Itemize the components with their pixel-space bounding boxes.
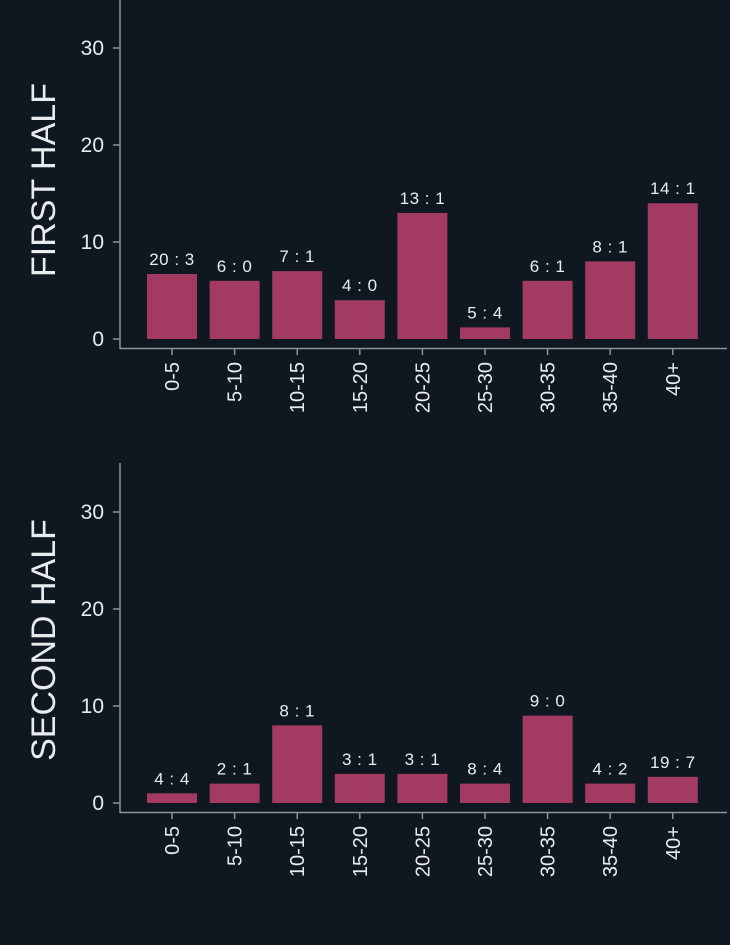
data-label-second-half-10-15: 8 : 1 xyxy=(279,701,315,720)
data-label-second-half-5-10: 2 : 1 xyxy=(217,760,253,779)
x-tick-label-first-half-35-40: 35-40 xyxy=(600,362,622,413)
y-tick-label-first-half: 0 xyxy=(92,328,104,351)
bar-first-half-40+ xyxy=(647,203,698,339)
data-label-first-half-20-25: 13 : 1 xyxy=(400,189,446,208)
x-tick-label-second-half-0-5: 0-5 xyxy=(162,826,184,855)
data-label-first-half-40+: 14 : 1 xyxy=(650,179,696,198)
y-tick-label-second-half: 30 xyxy=(81,501,104,524)
data-label-first-half-5-10: 6 : 0 xyxy=(217,257,253,276)
data-label-first-half-35-40: 8 : 1 xyxy=(592,237,628,256)
data-label-first-half-25-30: 5 : 4 xyxy=(467,303,503,322)
data-label-first-half-10-15: 7 : 1 xyxy=(279,247,315,266)
plot-area-first-half: 0 10 20 30 20 : 3 0-5 6 : 0 5-10 7 : 1 10-15 4 : 0… xyxy=(81,37,698,413)
bar-first-half-35-40 xyxy=(585,261,636,339)
bar-second-half-25-30 xyxy=(460,783,510,803)
bar-second-half-15-20 xyxy=(334,773,385,803)
bar-first-half-30-35 xyxy=(522,280,573,339)
bar-second-half-35-40 xyxy=(585,783,636,803)
plot-area-second-half: 0 10 20 30 4 : 4 0-5 2 : 1 5-10 8 : 1 10-15 3 : 1 1… xyxy=(81,501,698,877)
x-tick-label-first-half-15-20: 15-20 xyxy=(350,362,372,413)
data-label-second-half-15-20: 3 : 1 xyxy=(342,750,378,769)
x-tick-label-first-half-0-5: 0-5 xyxy=(162,362,184,391)
x-tick-label-second-half-20-25: 20-25 xyxy=(412,826,434,877)
bar-first-half-20-25 xyxy=(397,212,448,339)
x-tick-label-first-half-40+: 40+ xyxy=(663,362,685,396)
data-label-second-half-30-35: 9 : 0 xyxy=(530,692,566,711)
x-tick-label-first-half-30-35: 30-35 xyxy=(538,362,560,413)
y-tick-label-first-half: 10 xyxy=(81,231,104,254)
bar-first-half-25-30 xyxy=(460,327,510,339)
x-tick-label-second-half-15-20: 15-20 xyxy=(350,826,372,877)
bar-second-half-0-5 xyxy=(147,793,197,803)
bar-second-half-10-15 xyxy=(272,725,323,803)
data-label-second-half-25-30: 8 : 4 xyxy=(467,760,503,779)
x-tick-label-first-half-5-10: 5-10 xyxy=(225,362,247,402)
x-tick-label-second-half-35-40: 35-40 xyxy=(600,826,622,877)
data-label-first-half-0-5: 20 : 3 xyxy=(149,250,195,269)
x-tick-label-first-half-20-25: 20-25 xyxy=(412,362,434,413)
panel-first-half: FIRST HALF 0 10 20 30 20 : 3 0-5 6 : 0 5-10 7 : … xyxy=(25,0,727,413)
panel-second-half: SECOND HALF 0 10 20 30 4 : 4 0-5 2 : 1 5-10 8 : … xyxy=(25,463,727,877)
y-tick-label-second-half: 10 xyxy=(81,695,104,718)
x-tick-label-second-half-25-30: 25-30 xyxy=(475,826,497,877)
data-label-first-half-15-20: 4 : 0 xyxy=(342,276,378,295)
bar-first-half-0-5 xyxy=(147,274,197,339)
data-label-second-half-35-40: 4 : 2 xyxy=(592,760,628,779)
bar-second-half-5-10 xyxy=(209,783,260,803)
y-axis-label-first-half: FIRST HALF xyxy=(25,83,63,277)
x-tick-label-first-half-10-15: 10-15 xyxy=(287,362,309,413)
bar-second-half-20-25 xyxy=(397,773,448,803)
data-label-first-half-30-35: 6 : 1 xyxy=(530,257,566,276)
y-tick-label-first-half: 30 xyxy=(81,37,104,60)
data-label-second-half-20-25: 3 : 1 xyxy=(405,750,441,769)
data-label-second-half-40+: 19 : 7 xyxy=(650,753,696,772)
x-tick-label-second-half-5-10: 5-10 xyxy=(225,826,247,866)
y-tick-label-second-half: 20 xyxy=(81,598,104,621)
x-tick-label-second-half-10-15: 10-15 xyxy=(287,826,309,877)
x-tick-label-second-half-30-35: 30-35 xyxy=(538,826,560,877)
y-tick-label-first-half: 20 xyxy=(81,134,104,157)
bar-first-half-15-20 xyxy=(334,300,385,339)
y-axis-label-second-half: SECOND HALF xyxy=(25,519,63,761)
bar-first-half-5-10 xyxy=(209,280,260,339)
y-tick-label-second-half: 0 xyxy=(92,792,104,815)
bar-second-half-30-35 xyxy=(522,715,573,803)
x-tick-label-second-half-40+: 40+ xyxy=(663,826,685,860)
bar-second-half-40+ xyxy=(647,776,698,803)
x-tick-label-first-half-25-30: 25-30 xyxy=(475,362,497,413)
data-label-second-half-0-5: 4 : 4 xyxy=(154,769,190,788)
bar-first-half-10-15 xyxy=(272,271,323,339)
